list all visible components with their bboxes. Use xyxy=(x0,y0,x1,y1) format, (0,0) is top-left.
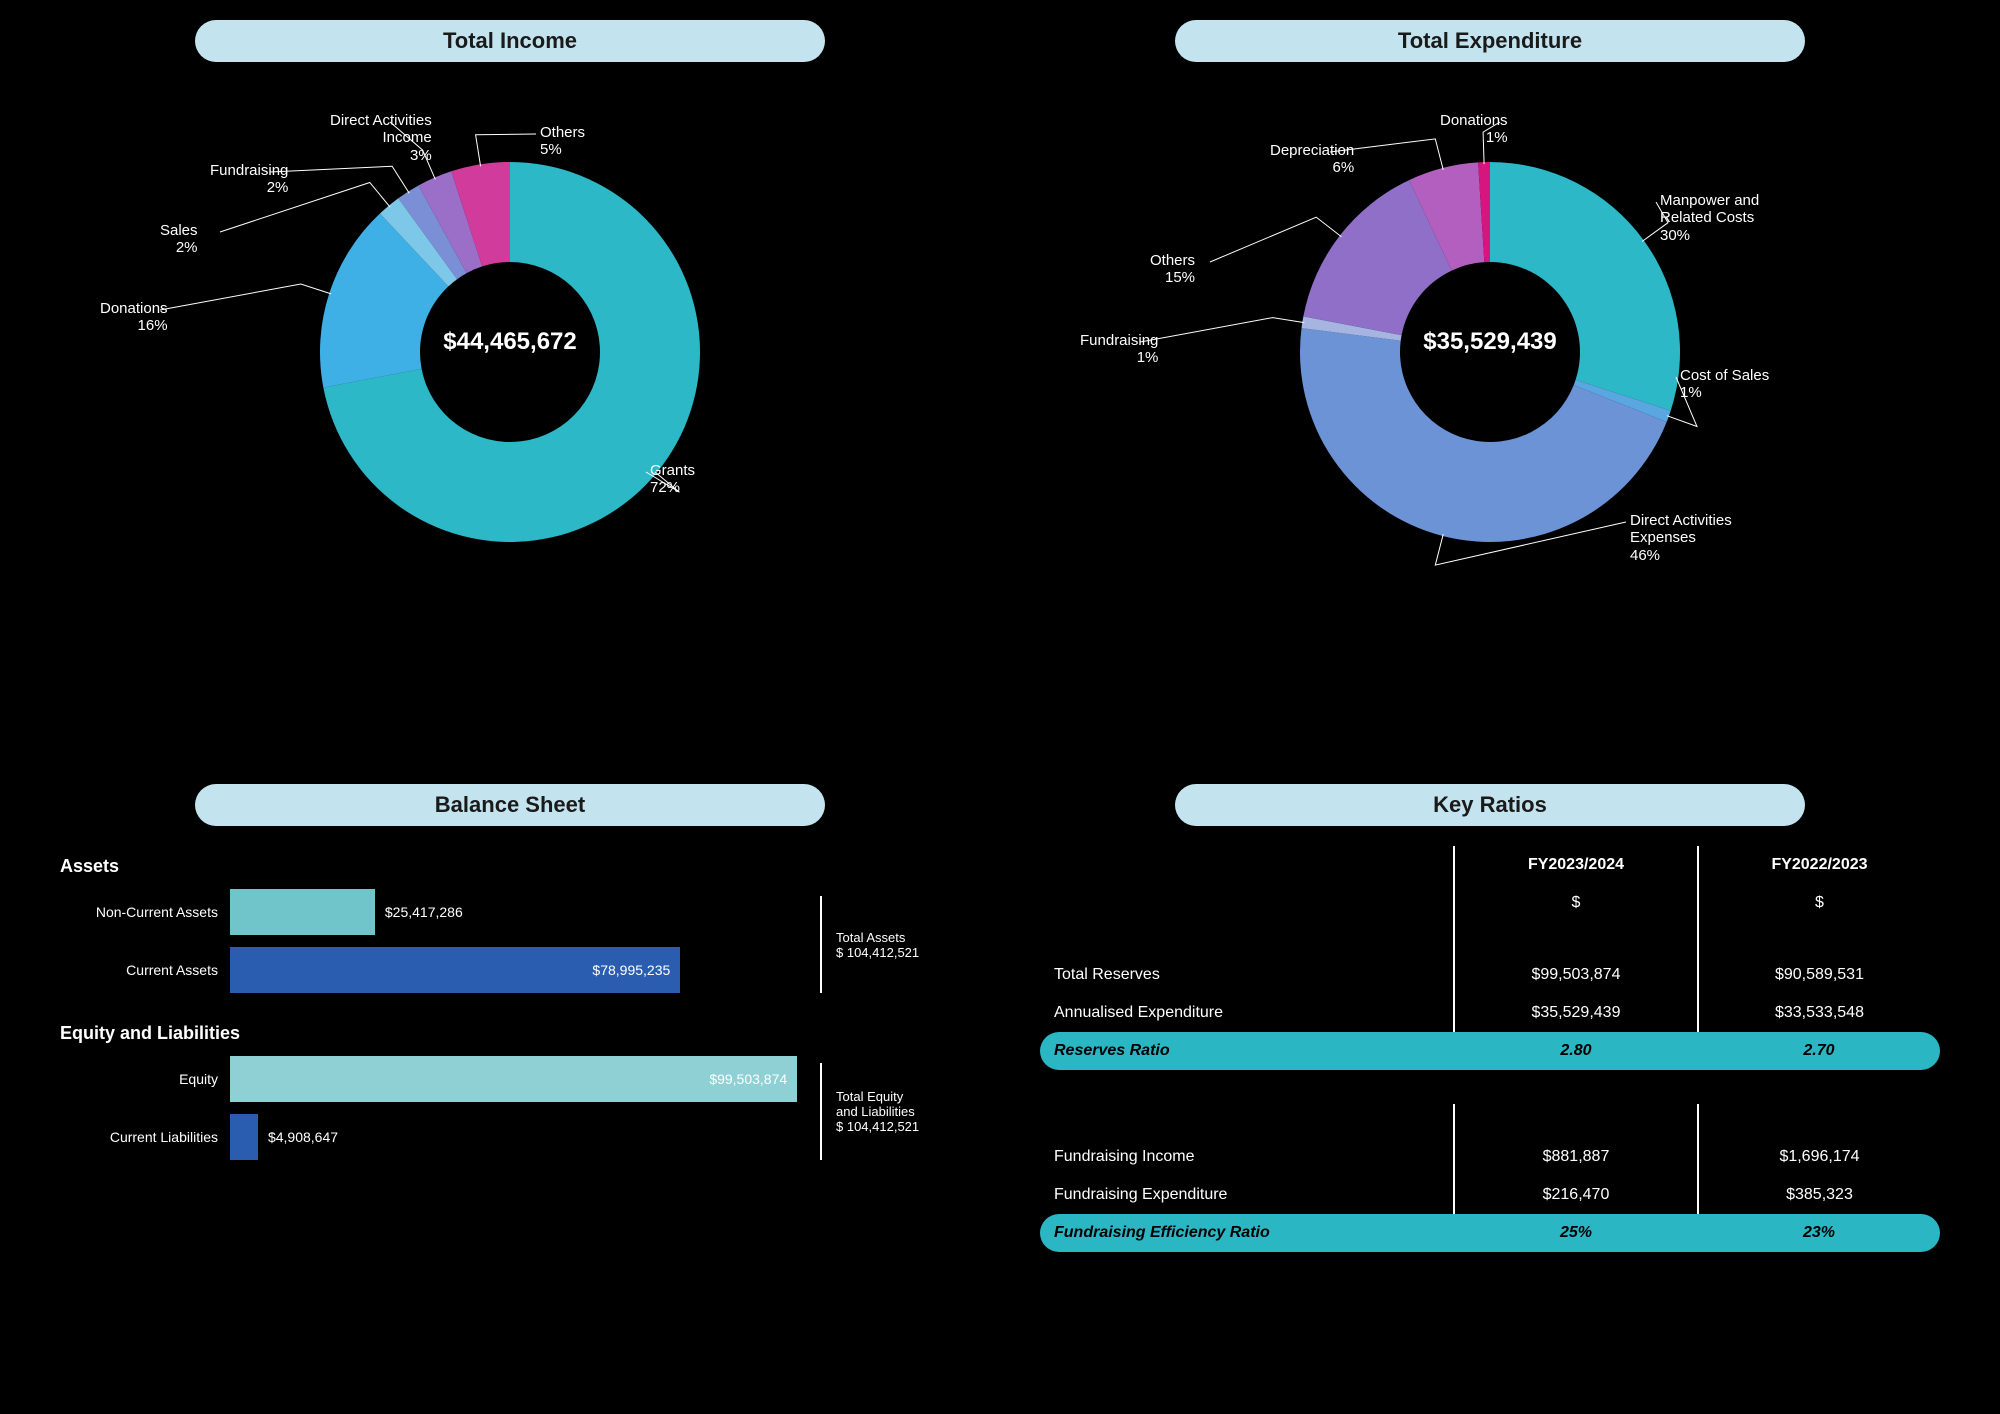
bs-row: Non-Current Assets $25,417,286 xyxy=(60,889,800,935)
bs-bar-value: $4,908,647 xyxy=(268,1129,338,1145)
expenditure-title: Total Expenditure xyxy=(1175,20,1805,62)
slice-label: Direct ActivitiesExpenses46% xyxy=(1630,512,1732,564)
bs-bar: $78,995,235 xyxy=(230,947,680,993)
bs-bar xyxy=(230,1114,258,1160)
table-row xyxy=(1040,1104,1940,1138)
table-row: Total Reserves $99,503,874 $90,589,531 xyxy=(1040,956,1940,994)
income-panel: Total Income $44,465,672 Grants72%Donati… xyxy=(60,20,960,744)
bs-row: Current Liabilities $4,908,647 xyxy=(60,1114,800,1160)
table-row: Fundraising Income $881,887 $1,696,174 xyxy=(1040,1138,1940,1176)
expenditure-panel: Total Expenditure $35,529,439 Manpower a… xyxy=(1040,20,1940,744)
bs-heading: Assets xyxy=(60,856,800,877)
table-row xyxy=(1040,922,1940,956)
balance-sheet-panel: Balance Sheet Assets Non-Current Assets $2… xyxy=(60,784,960,1394)
bs-row-label: Non-Current Assets xyxy=(60,904,230,920)
bs-section-assets: Assets Non-Current Assets $25,417,286 Curre… xyxy=(60,856,960,993)
bs-row-label: Equity xyxy=(60,1071,230,1087)
income-donut: $44,465,672 Grants72%Donations16%Sales2%… xyxy=(60,82,960,602)
table-row: Fundraising Expenditure $216,470 $385,32… xyxy=(1040,1176,1940,1214)
balance-sheet-body: Assets Non-Current Assets $25,417,286 Curre… xyxy=(60,856,960,1160)
col-header-1: FY2023/2024 xyxy=(1454,846,1698,884)
slice-label: Grants72% xyxy=(650,462,695,497)
slice-label: Manpower andRelated Costs30% xyxy=(1660,192,1759,244)
currency-1: $ xyxy=(1454,884,1698,922)
table-row xyxy=(1040,1070,1940,1104)
bs-section-equity: Equity and Liabilities Equity$99,503,874 C… xyxy=(60,1023,960,1160)
slice-label: Donations16% xyxy=(100,300,168,335)
reserves-ratio-row: Reserves Ratio 2.80 2.70 xyxy=(1040,1032,1940,1070)
income-title: Total Income xyxy=(195,20,825,62)
bs-row: Current Assets$78,995,235 xyxy=(60,947,800,993)
bs-heading: Equity and Liabilities xyxy=(60,1023,800,1044)
slice-label: Others5% xyxy=(540,124,585,159)
slice-label: Depreciation6% xyxy=(1270,142,1354,177)
table-row: $ $ xyxy=(1040,884,1940,922)
bs-row-label: Current Liabilities xyxy=(60,1129,230,1145)
slice-label: Sales2% xyxy=(160,222,198,257)
bs-total: Total Assets$ 104,412,521 xyxy=(820,896,970,993)
expenditure-donut: $35,529,439 Manpower andRelated Costs30%… xyxy=(1040,82,1940,602)
col-header-2: FY2022/2023 xyxy=(1698,846,1940,884)
slice-label: Others15% xyxy=(1150,252,1195,287)
currency-2: $ xyxy=(1698,884,1940,922)
table-row: FY2023/2024 FY2022/2023 xyxy=(1040,846,1940,884)
balance-sheet-title: Balance Sheet xyxy=(195,784,825,826)
bs-bar xyxy=(230,889,375,935)
key-ratios-panel: Key Ratios FY2023/2024 FY2022/2023 $ $ T… xyxy=(1040,784,1940,1394)
bs-row-label: Current Assets xyxy=(60,962,230,978)
donut-slice xyxy=(1490,162,1680,411)
slice-label: Fundraising1% xyxy=(1080,332,1158,367)
key-ratios-title: Key Ratios xyxy=(1175,784,1805,826)
bs-bar-value: $25,417,286 xyxy=(385,904,463,920)
slice-label: Fundraising2% xyxy=(210,162,288,197)
slice-label: Donations1% xyxy=(1440,112,1508,147)
key-ratios-table: FY2023/2024 FY2022/2023 $ $ Total Reserv… xyxy=(1040,846,1940,1252)
slice-label: Direct ActivitiesIncome3% xyxy=(330,112,432,164)
bs-bar: $99,503,874 xyxy=(230,1056,797,1102)
bs-row: Equity$99,503,874 xyxy=(60,1056,800,1102)
slice-label: Cost of Sales1% xyxy=(1680,367,1769,402)
bs-total: Total Equityand Liabilities$ 104,412,521 xyxy=(820,1063,970,1160)
fundraising-ratio-row: Fundraising Efficiency Ratio 25% 23% xyxy=(1040,1214,1940,1252)
table-row: Annualised Expenditure $35,529,439 $33,5… xyxy=(1040,994,1940,1032)
